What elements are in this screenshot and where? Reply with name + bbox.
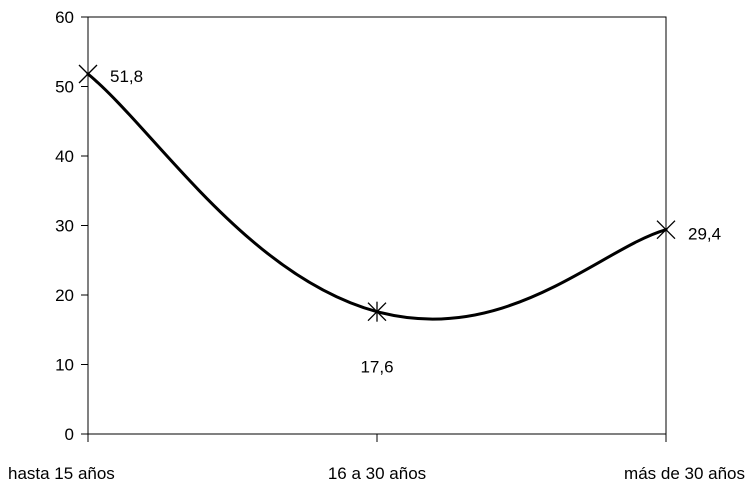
- y-tick-label: 40: [55, 147, 74, 166]
- y-tick-label: 10: [55, 356, 74, 375]
- data-label-group: 51,8 17,6 29,4: [110, 67, 721, 377]
- marker-group: [78, 64, 676, 322]
- data-label: 29,4: [688, 225, 721, 244]
- data-label: 17,6: [360, 358, 393, 377]
- y-tick-label: 20: [55, 286, 74, 305]
- series-line-group: [86, 72, 668, 321]
- marker-stroke: [656, 220, 676, 240]
- data-point-marker: [367, 301, 387, 322]
- x-axis: hasta 15 años 16 a 30 años más de 30 años: [8, 434, 745, 483]
- x-tick-label: más de 30 años: [624, 464, 745, 483]
- y-axis: 0 10 20 30 40 50 60: [55, 8, 88, 444]
- y-tick-label: 30: [55, 217, 74, 236]
- data-point-marker: [656, 220, 676, 240]
- y-tick-label: 60: [55, 8, 74, 27]
- x-tick-label: hasta 15 años: [8, 464, 115, 483]
- data-label: 51,8: [110, 67, 143, 86]
- series-line: [86, 72, 668, 321]
- x-tick-label: 16 a 30 años: [328, 464, 426, 483]
- data-point-marker: [78, 64, 98, 84]
- marker-stroke: [78, 64, 98, 84]
- y-tick-label: 0: [65, 425, 74, 444]
- y-tick-label: 50: [55, 78, 74, 97]
